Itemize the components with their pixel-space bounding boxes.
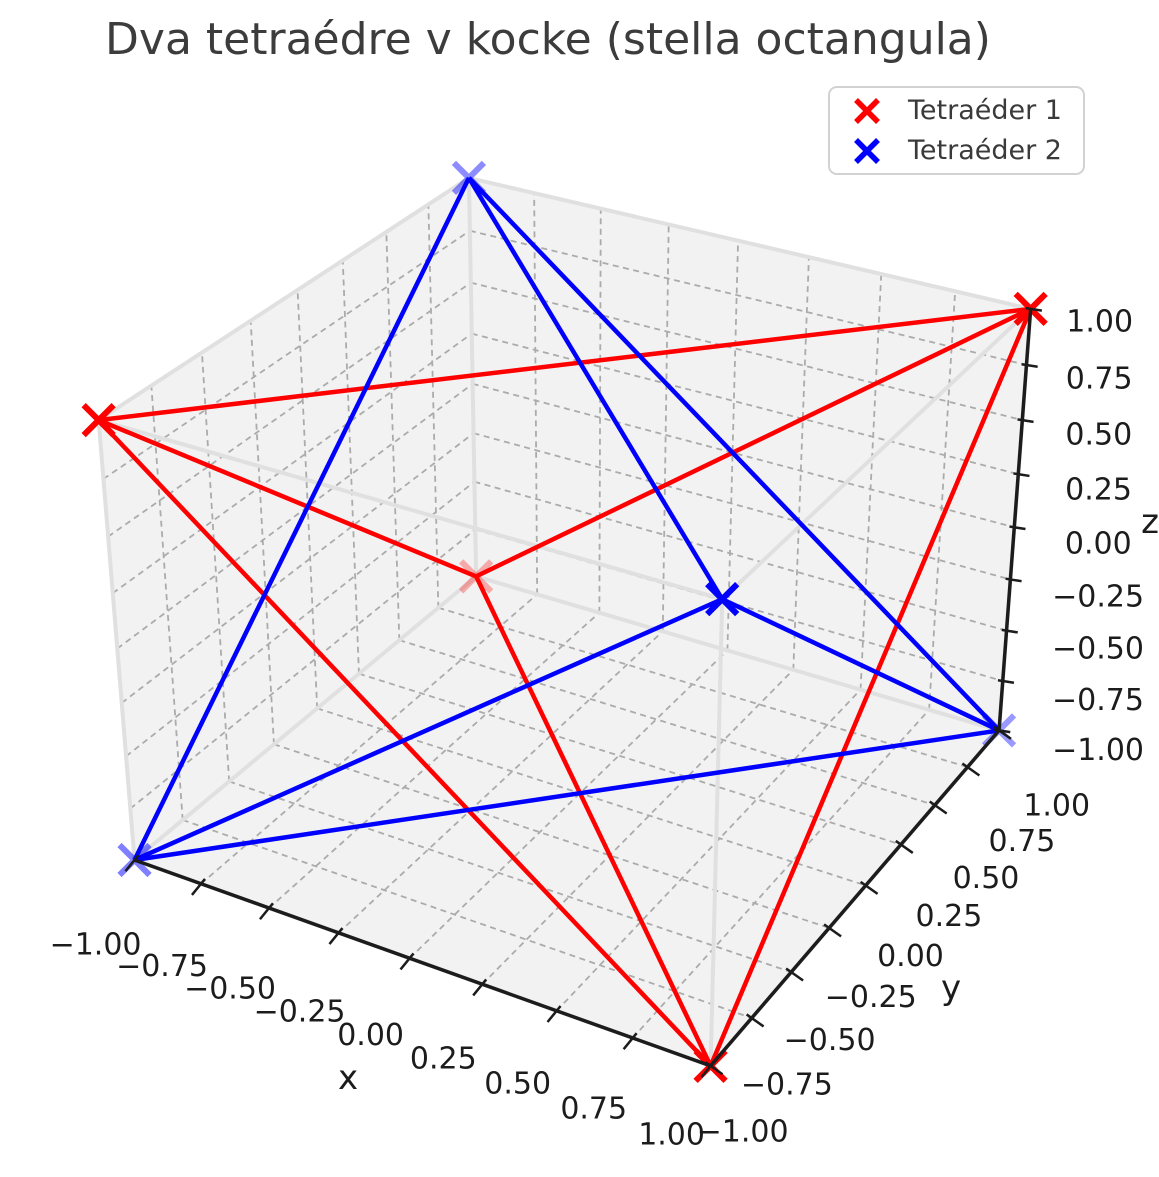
axis-name-labels: x y z bbox=[338, 502, 1159, 1098]
axis-spines bbox=[133, 308, 1033, 1068]
y-tick-label: 0.25 bbox=[915, 899, 982, 934]
z-tick-label: 0.75 bbox=[1066, 361, 1133, 396]
z-tick-label: −1.00 bbox=[1052, 733, 1144, 768]
y-axis-label: y bbox=[941, 968, 961, 1008]
legend-marker-x-icon bbox=[854, 137, 880, 164]
z-tick-label: 0.25 bbox=[1065, 472, 1132, 507]
z-tick-label: −0.75 bbox=[1052, 683, 1144, 718]
legend-label: Tetraéder 1 bbox=[908, 95, 1062, 126]
legend-item: Tetraéder 2 bbox=[850, 131, 1083, 171]
x-tick-label: −0.50 bbox=[184, 972, 276, 1007]
x-tick-label: 0.00 bbox=[337, 1018, 404, 1053]
y-tick-label: 0.50 bbox=[953, 861, 1020, 896]
x-tick-label: −0.25 bbox=[254, 994, 346, 1029]
x-tick-label: 0.50 bbox=[484, 1066, 551, 1101]
y-tick-label: 0.75 bbox=[989, 824, 1056, 859]
y-tick-label: −0.75 bbox=[741, 1068, 833, 1103]
y-tick-label: −0.50 bbox=[784, 1023, 876, 1058]
x-tick-label: −1.00 bbox=[50, 927, 142, 962]
legend-marker-x-icon bbox=[854, 97, 880, 124]
z-tick-label: 0.00 bbox=[1065, 526, 1132, 561]
z-tick-label: −0.50 bbox=[1052, 632, 1144, 667]
legend: Tetraéder 1 Tetraéder 2 bbox=[828, 86, 1085, 175]
axis-panes bbox=[97, 176, 1032, 1067]
tick-labels: −1.00−1.00−0.75−0.75−0.50−0.50−0.25 −0.25… bbox=[50, 304, 1145, 1152]
x-axis-label: x bbox=[338, 1058, 358, 1098]
legend-label: Tetraéder 2 bbox=[908, 135, 1062, 166]
z-tick-label: −0.25 bbox=[1052, 579, 1144, 614]
vertex-marker-x bbox=[705, 582, 740, 617]
x-tick-label: −0.75 bbox=[116, 949, 208, 984]
x-tick-label: 1.00 bbox=[638, 1117, 705, 1152]
vertex-marker-x bbox=[81, 402, 116, 438]
x-tick-label: 0.25 bbox=[410, 1042, 477, 1077]
tetrahedron-2-edges bbox=[132, 176, 1001, 863]
y-tick-label: −0.25 bbox=[825, 980, 917, 1015]
x-tick-label: 0.75 bbox=[560, 1091, 627, 1126]
y-tick-label: −1.00 bbox=[697, 1114, 789, 1149]
y-tick-label: 0.00 bbox=[877, 939, 944, 974]
plot-title: Dva tetraédre v kocke (stella octangula) bbox=[105, 14, 991, 65]
y-tick-label: 1.00 bbox=[1023, 789, 1090, 824]
z-axis-label: z bbox=[1141, 502, 1159, 542]
z-tick-label: 0.50 bbox=[1065, 417, 1132, 452]
z-tick-label: 1.00 bbox=[1066, 304, 1133, 339]
axis-ticks bbox=[124, 306, 1043, 1078]
tetrahedron-1-edges bbox=[97, 306, 1033, 1068]
legend-item: Tetraéder 1 bbox=[850, 91, 1083, 131]
